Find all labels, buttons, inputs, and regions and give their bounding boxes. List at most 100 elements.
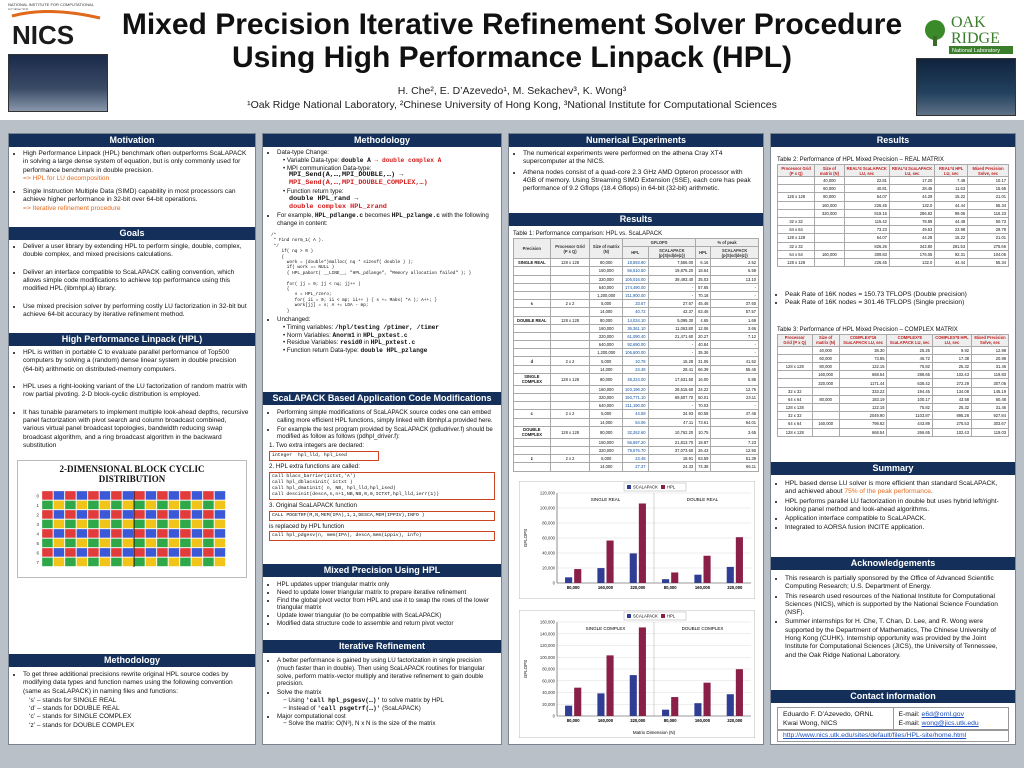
peak-rates: Peak Rate of 16K nodes = 150.73 TFLOPS (… xyxy=(771,267,1015,311)
row-index: 6 xyxy=(36,551,39,556)
bar-hpl xyxy=(671,697,679,716)
table-cell: 48,224.00 xyxy=(622,372,649,386)
section-heading-mixed: Mixed Precision Using HPL xyxy=(263,564,501,577)
table-cell xyxy=(814,233,845,243)
table-cell: 342.80 xyxy=(888,241,936,251)
table-row: 64 x 64 80,000 183.19 100.17 43.58 60.48 xyxy=(777,394,1009,404)
grid-block xyxy=(191,547,203,558)
authors: H. Che², E. D’Azevedo¹, M. Sekachev³, K.… xyxy=(397,85,627,97)
x-tick-label: 80,000 xyxy=(664,718,677,723)
grid-block xyxy=(64,538,77,548)
table-cell: 26.43 xyxy=(695,445,712,456)
grid-block xyxy=(156,500,169,510)
table-cell: 64.07 xyxy=(843,192,890,202)
nics-caption: NATIONAL INSTITUTE FOR COMPUTATIONAL SCI… xyxy=(8,2,94,12)
table-cell: 320,000 xyxy=(589,274,624,284)
column-2: Methodology Data-type Change: • Variable… xyxy=(262,133,502,745)
table-cell: 14,034.10 xyxy=(622,315,649,325)
table-cell: 14,000 xyxy=(589,462,624,472)
code-snippet: /* * Find norm_1( A ). */ if( nq > 0 ) {… xyxy=(271,232,472,314)
list-item: It has tunable parameters to implement m… xyxy=(23,409,249,450)
table-cell: s xyxy=(513,299,551,309)
code-box-declare: integer hpl_lld, hpl_ised xyxy=(269,450,379,461)
list-item: This research used resources of the Nati… xyxy=(785,593,1009,618)
table-cell: 10.17 xyxy=(967,175,1009,186)
bar-hpl xyxy=(574,687,582,716)
table-header: REAL*4 HPL LU, sec xyxy=(934,164,969,177)
table-cell: 128 x 128 xyxy=(777,402,813,413)
table-cell: 99.06 xyxy=(934,208,969,218)
grid-block xyxy=(179,519,192,529)
table-cell: 128 x 128 xyxy=(777,427,813,437)
table-cell: c xyxy=(513,409,551,419)
grid-block xyxy=(87,500,100,510)
y-tick-label: 20,000 xyxy=(542,566,555,571)
email-link-1[interactable]: e6d@ornl.gov xyxy=(921,711,964,718)
grid-block xyxy=(145,500,157,510)
table-row: 640,000 92,690.00-40.84- xyxy=(513,340,759,350)
table-cell: 50.01 xyxy=(695,392,712,403)
x-tick-label: 160,000 xyxy=(695,585,711,590)
table-cell: 333.22 xyxy=(838,386,888,396)
grid-block xyxy=(122,538,134,548)
section-heading-iterative: Iterative Refinement xyxy=(263,640,501,653)
table-cell: 1,200,000 xyxy=(589,290,624,301)
table-cell: 668.54 xyxy=(838,370,888,380)
table-cell: 34.22 xyxy=(695,384,712,395)
iterative-text: A better performance is gained by using … xyxy=(263,654,501,731)
table-cell: - xyxy=(647,401,697,411)
table-cell: 106,016.00 xyxy=(622,274,649,284)
table-cell: 5,000 xyxy=(589,356,624,366)
table-cell: 45.48 xyxy=(695,299,712,309)
grid-block xyxy=(191,538,203,548)
table-cell: 23.11 xyxy=(710,392,759,403)
grid-block xyxy=(156,490,169,501)
table1-title: Table 1: Performance comparison: HPL vs.… xyxy=(513,231,663,237)
table-cell: 75.82 xyxy=(886,402,933,413)
table-cell xyxy=(549,340,591,350)
table-cell: 64.07 xyxy=(843,233,890,243)
grid-block xyxy=(133,557,146,567)
list-item: Deliver an interface compatible to ScaLA… xyxy=(23,269,249,294)
table-cell: 21.01 xyxy=(967,233,1009,243)
list-item: HPL uses a right-looking variant of the … xyxy=(23,383,249,400)
bar-hpl xyxy=(606,540,614,583)
group-label: DOUBLE COMPLEX xyxy=(682,626,724,631)
table-header: Size of matrix (N) xyxy=(811,333,840,347)
list-item: HPL based dense LU solver is more effici… xyxy=(785,480,1009,497)
email-link-2[interactable]: wong@jics.utk.edu xyxy=(921,720,979,727)
section-heading-motivation: Motivation xyxy=(9,134,255,147)
table-cell: 1.69 xyxy=(710,315,759,325)
group-label: SINGLE REAL xyxy=(591,497,621,502)
table2-wrap: Table 2: Performance of HPL Mixed Precis… xyxy=(771,147,1015,268)
bar-hpl xyxy=(735,537,743,583)
table-cell: 819.16 xyxy=(843,208,890,218)
block-cyclic-grid: 0 1 2 3 4 5 6 7 xyxy=(36,490,226,568)
project-url-link[interactable]: http://www.nics.utk.edu/sites/default/fi… xyxy=(783,732,967,739)
grid-block xyxy=(202,528,215,539)
table-row: 160,000 103,196.20 28,515.60 34.22 12.76 xyxy=(513,384,759,395)
table-row: SINGLE REAL 128 x 128 80,000 18,593.90 7,566… xyxy=(513,258,759,268)
grid-block xyxy=(133,490,146,501)
table-cell: 128 x 128 xyxy=(777,362,813,372)
table-row: 160,000 226.45 132.0 44.44 55.34 xyxy=(776,200,1009,210)
y-tick-label: 100,000 xyxy=(540,506,556,511)
table-cell: 183.19 xyxy=(838,394,888,404)
table-cell: 80,000 xyxy=(814,192,845,202)
table-cell: - xyxy=(710,348,759,358)
table-cell: 24.48 xyxy=(622,364,649,374)
row-index: 0 xyxy=(36,494,39,499)
grid-block xyxy=(145,547,157,558)
grid-block xyxy=(156,557,169,567)
poster-header: NATIONAL INSTITUTE FOR COMPUTATIONAL SCI… xyxy=(0,0,1024,120)
list-item: HPL performs parallel LU factorization i… xyxy=(785,498,1009,515)
table2-title: Table 2: Performance of HPL Mixed Precis… xyxy=(777,157,944,163)
table-cell xyxy=(513,364,551,374)
table-cell: 10.78 xyxy=(622,356,649,366)
list-item: Athena nodes consist of a quad-core 2.3 … xyxy=(523,169,757,194)
table-cell: 32 x 32 xyxy=(776,216,816,227)
legend-swatch xyxy=(661,614,665,618)
table-header: COMPLEX*8 HPL LU, sec xyxy=(931,333,973,347)
svg-text:NICS: NICS xyxy=(12,20,74,50)
table-cell: 128 x 128 xyxy=(549,258,591,268)
